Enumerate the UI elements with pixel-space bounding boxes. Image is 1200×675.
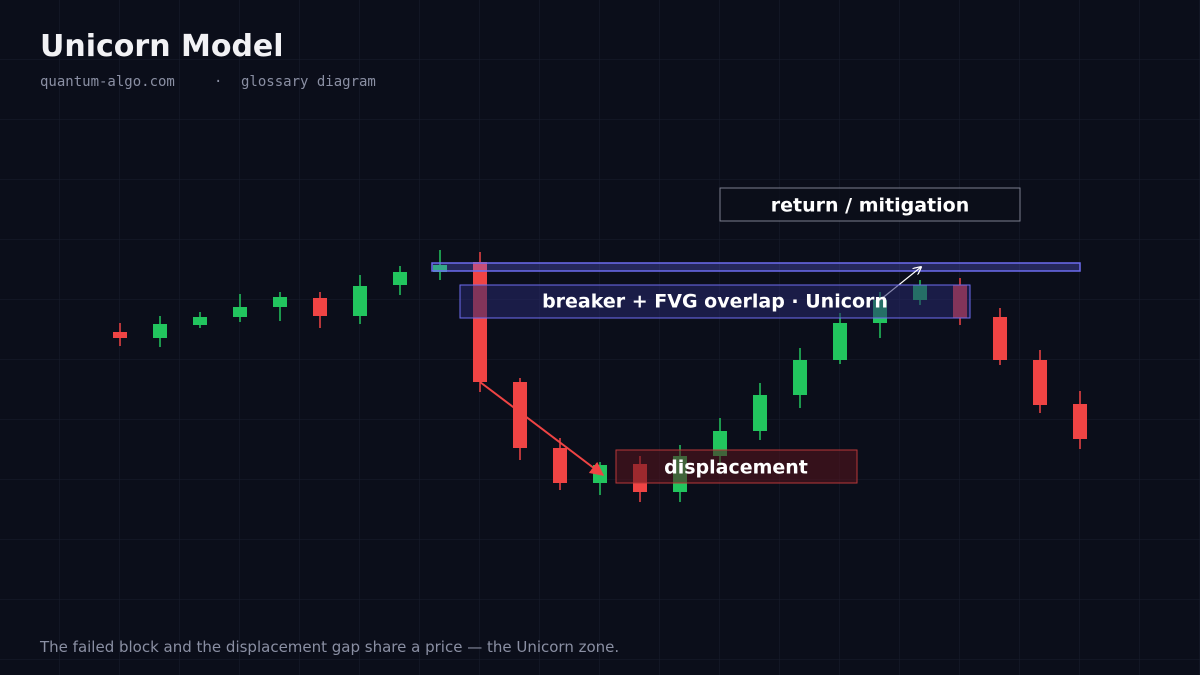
candle-body: [433, 265, 447, 272]
candle-body: [833, 323, 847, 360]
overlap-label: breaker + FVG overlap · Unicorn: [542, 291, 888, 313]
displacement-arrow: [479, 381, 605, 476]
candle-body: [233, 307, 247, 317]
title: Unicorn Model: [40, 29, 284, 64]
candle-body: [113, 332, 127, 338]
mitigation-box: [719, 187, 1021, 222]
separator: ·: [214, 74, 222, 90]
candle-body: [593, 465, 607, 483]
candle-body: [513, 382, 527, 448]
candle-body: [153, 324, 167, 338]
candle-body: [1033, 360, 1047, 405]
candle-body: [793, 360, 807, 395]
overlap-box: [459, 284, 971, 319]
site: quantum-algo.com: [40, 74, 175, 90]
candle-body: [273, 297, 287, 307]
caption: The failed block and the displacement ga…: [39, 638, 619, 656]
candle-body: [353, 286, 367, 316]
candle-body: [753, 395, 767, 431]
displacement-label: displacement: [664, 457, 808, 479]
candle-body: [553, 448, 567, 483]
candle-body: [393, 272, 407, 285]
candle-body: [473, 262, 487, 382]
candle-body: [993, 317, 1007, 360]
unicorn-zone: [431, 262, 1081, 272]
candle-body: [193, 317, 207, 325]
mitigation-label: return / mitigation: [771, 195, 969, 217]
displacement-box: [615, 449, 858, 484]
candle-body: [313, 298, 327, 316]
kind: glossary diagram: [241, 74, 376, 90]
candle-body: [1073, 404, 1087, 439]
